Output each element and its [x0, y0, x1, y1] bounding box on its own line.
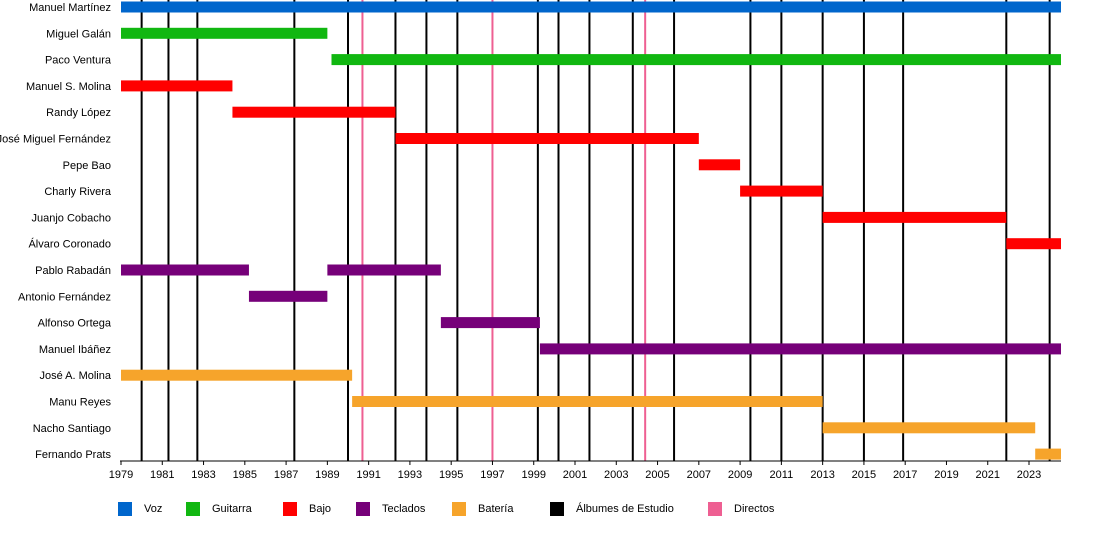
member-name-label: Pablo Rabadán: [35, 265, 111, 277]
member-bar: [395, 133, 699, 144]
member-name-label: Manuel Ibáñez: [39, 344, 111, 356]
legend-label: Batería: [478, 503, 514, 515]
x-tick-label: 2005: [645, 469, 669, 481]
member-name-label: Manuel S. Molina: [26, 81, 112, 93]
x-tick-label: 1981: [150, 469, 174, 481]
member-bar: [740, 185, 823, 197]
member-name-label: José Miguel Fernández: [0, 134, 111, 146]
member-name-label: Álvaro Coronado: [28, 238, 111, 251]
legend-label: Bajo: [309, 503, 332, 515]
legend-swatch: [283, 502, 297, 516]
member-name-label: Paco Ventura: [45, 55, 112, 67]
x-tick-label: 1997: [480, 469, 504, 481]
legend: Voz Guitarra Bajo Teclados Batería Álbumes de…: [118, 498, 1018, 520]
member-name-label: Manuel Martínez: [29, 2, 111, 14]
member-bar: [822, 422, 1036, 434]
x-tick-label: 2015: [852, 469, 876, 481]
legend-swatch: [708, 502, 722, 516]
legend-label: Guitarra: [212, 503, 252, 515]
member-bar: [121, 264, 249, 276]
x-tick-label: 2011: [770, 469, 794, 481]
member-name-label: Pepe Bao: [63, 160, 111, 172]
member-name-label: Charly Rivera: [44, 186, 112, 198]
member-name-label: Randy López: [46, 107, 111, 119]
x-tick-label: 1993: [398, 469, 422, 481]
x-tick-label: 1979: [109, 469, 133, 481]
legend-swatch: [356, 502, 370, 516]
member-name-label: Nacho Santiago: [33, 423, 111, 435]
legend-item-teclados: Teclados: [356, 498, 425, 520]
legend-swatch: [118, 502, 132, 516]
x-tick-label: 1995: [439, 469, 463, 481]
legend-label: Voz: [144, 503, 163, 515]
x-tick-label: 1985: [233, 469, 257, 481]
x-tick-label: 2017: [893, 469, 917, 481]
member-bar: [121, 1, 1061, 13]
member-bar: [121, 369, 353, 381]
legend-item-albumes: Álbumes de Estudio: [550, 498, 674, 520]
member-bar: [440, 317, 540, 329]
x-tick-label: 2007: [687, 469, 711, 481]
member-bar: [822, 211, 1007, 223]
member-bar: [327, 264, 441, 276]
legend-swatch: [186, 502, 200, 516]
legend-label: Directos: [734, 503, 775, 515]
x-tick-label: 2003: [604, 469, 628, 481]
legend-swatch: [550, 502, 564, 516]
legend-item-bajo: Bajo: [283, 498, 331, 520]
album-lines: [140, 0, 1051, 461]
member-bar: [248, 290, 328, 302]
x-tick-label: 1999: [521, 469, 545, 481]
x-tick-label: 2019: [934, 469, 958, 481]
x-tick-label: 2021: [975, 469, 999, 481]
member-bar: [232, 106, 396, 118]
member-name-label: Alfonso Ortega: [38, 318, 112, 330]
member-bar: [539, 343, 1061, 355]
legend-item-voz: Voz: [118, 498, 162, 520]
x-tick-label: 2009: [728, 469, 752, 481]
x-tick-label: 2023: [1017, 469, 1041, 481]
member-bar: [121, 80, 233, 92]
x-tick-label: 1987: [274, 469, 298, 481]
member-bar: [1006, 238, 1061, 250]
x-tick-label: 2001: [563, 469, 587, 481]
member-name-label: Antonio Fernández: [18, 291, 111, 303]
legend-swatch: [452, 502, 466, 516]
member-bar: [121, 27, 328, 39]
x-tick-label: 1991: [356, 469, 380, 481]
legend-item-directos: Directos: [708, 498, 774, 520]
x-tick-label: 1983: [191, 469, 215, 481]
member-bar: [331, 54, 1061, 66]
legend-label: Álbumes de Estudio: [576, 503, 674, 515]
member-name-label: Juanjo Cobacho: [31, 212, 111, 224]
legend-label: Teclados: [382, 503, 426, 515]
x-tick-label: 2013: [810, 469, 834, 481]
timeline-chart: 1979 1981 1983 1985 1987 1989 1991 1993 1995 1997…: [0, 0, 1061, 481]
legend-item-bateria: Batería: [452, 498, 513, 520]
member-bar: [352, 396, 823, 407]
x-tick-label: 1989: [315, 469, 339, 481]
member-name-label: José A. Molina: [39, 370, 111, 382]
member-bar: [1035, 448, 1061, 460]
member-name-labels: Manuel Martínez Miguel Galán Paco Ventura M…: [0, 2, 112, 461]
member-name-label: Fernando Prats: [35, 449, 111, 461]
legend-item-guitarra: Guitarra: [186, 498, 252, 520]
member-name-label: Miguel Galán: [46, 28, 111, 40]
member-bars: [121, 1, 1061, 460]
x-axis: 1979 1981 1983 1985 1987 1989 1991 1993 1995 1997…: [109, 460, 1061, 481]
member-name-label: Manu Reyes: [49, 397, 111, 409]
member-bar: [698, 159, 741, 171]
